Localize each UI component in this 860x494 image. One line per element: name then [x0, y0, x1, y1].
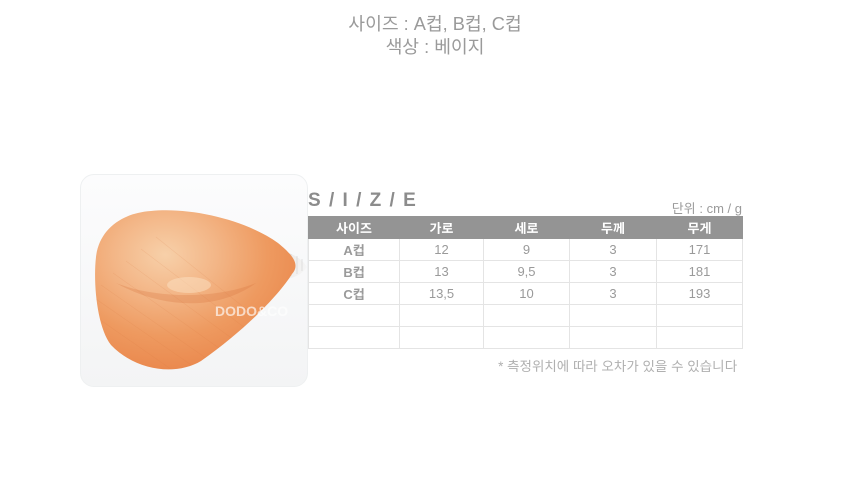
- svg-text:DODO&CO: DODO&CO: [215, 303, 288, 319]
